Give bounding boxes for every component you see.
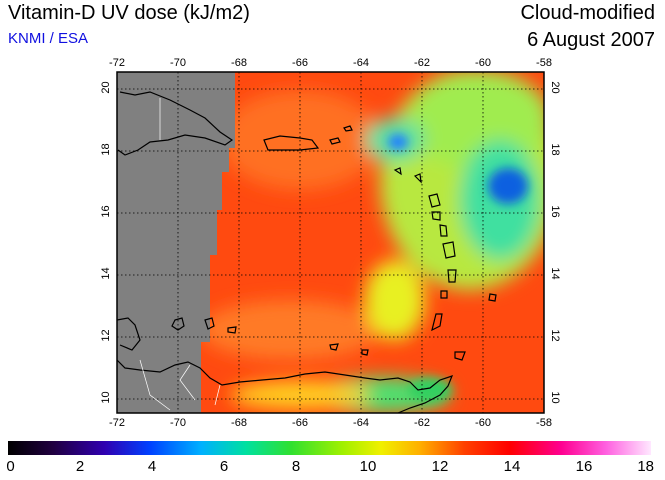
colorbar-tick-label: 2: [75, 458, 85, 475]
colorbar-tick-label: 6: [219, 458, 229, 475]
lon-tick-label: -58: [536, 417, 552, 429]
lat-tick-label: 16: [100, 205, 112, 217]
dose-field: [117, 72, 544, 413]
date-label: 6 August 2007: [527, 29, 655, 51]
map-title: Vitamin-D UV dose (kJ/m2): [8, 2, 250, 24]
map-frame: [116, 71, 545, 414]
lat-tick-label: 14: [549, 267, 561, 279]
lat-tick-label: 20: [100, 81, 112, 93]
lon-tick-label: -60: [475, 57, 491, 69]
lon-tick-label: -70: [170, 57, 186, 69]
lon-tick-label: -66: [292, 417, 308, 429]
lat-tick-label: 12: [549, 329, 561, 341]
lat-tick-label: 18: [549, 143, 561, 155]
credit-label: KNMI / ESA: [8, 30, 89, 47]
lat-tick-label: 10: [100, 391, 112, 403]
borders: [139, 98, 221, 411]
lat-tick-label: 20: [549, 81, 561, 93]
lat-tick-label: 12: [100, 329, 112, 341]
colorbar-tick-label: 4: [147, 458, 157, 475]
axis-labels: -72 -72 -70 -70 -68 -68 -66 -66 -64 -64 -62 -62 -60 -…: [100, 57, 561, 429]
graticule: [117, 72, 544, 413]
lat-tick-label: 16: [549, 205, 561, 217]
lon-tick-label: -68: [231, 57, 247, 69]
lon-tick-label: -64: [353, 57, 369, 69]
coastlines: [117, 91, 497, 413]
colorbar-tick-label: 18: [637, 458, 654, 475]
lon-tick-label: -62: [414, 417, 430, 429]
colorbar-tick-label: 8: [291, 458, 301, 475]
lon-tick-label: -72: [109, 57, 125, 69]
colorbar-tick-label: 10: [359, 458, 377, 475]
colorbar-tick-label: 0: [6, 458, 15, 475]
product-label: Cloud-modified: [520, 2, 655, 24]
lon-tick-label: -64: [353, 417, 369, 429]
lat-tick-label: 10: [549, 391, 561, 403]
colorbar-tick-label: 14: [503, 458, 521, 475]
lon-tick-label: -68: [231, 417, 247, 429]
colorbar: [8, 441, 651, 455]
colorbar-tick-label: 12: [431, 458, 449, 475]
lon-tick-label: -62: [414, 57, 430, 69]
lon-tick-label: -60: [475, 417, 491, 429]
lon-tick-label: -58: [536, 57, 552, 69]
colorbar-tick-label: 16: [575, 458, 593, 475]
lat-tick-label: 14: [100, 267, 112, 279]
lon-tick-label: -66: [292, 57, 308, 69]
lat-tick-label: 18: [100, 143, 112, 155]
lon-tick-label: -72: [109, 417, 125, 429]
lon-tick-label: -70: [170, 417, 186, 429]
